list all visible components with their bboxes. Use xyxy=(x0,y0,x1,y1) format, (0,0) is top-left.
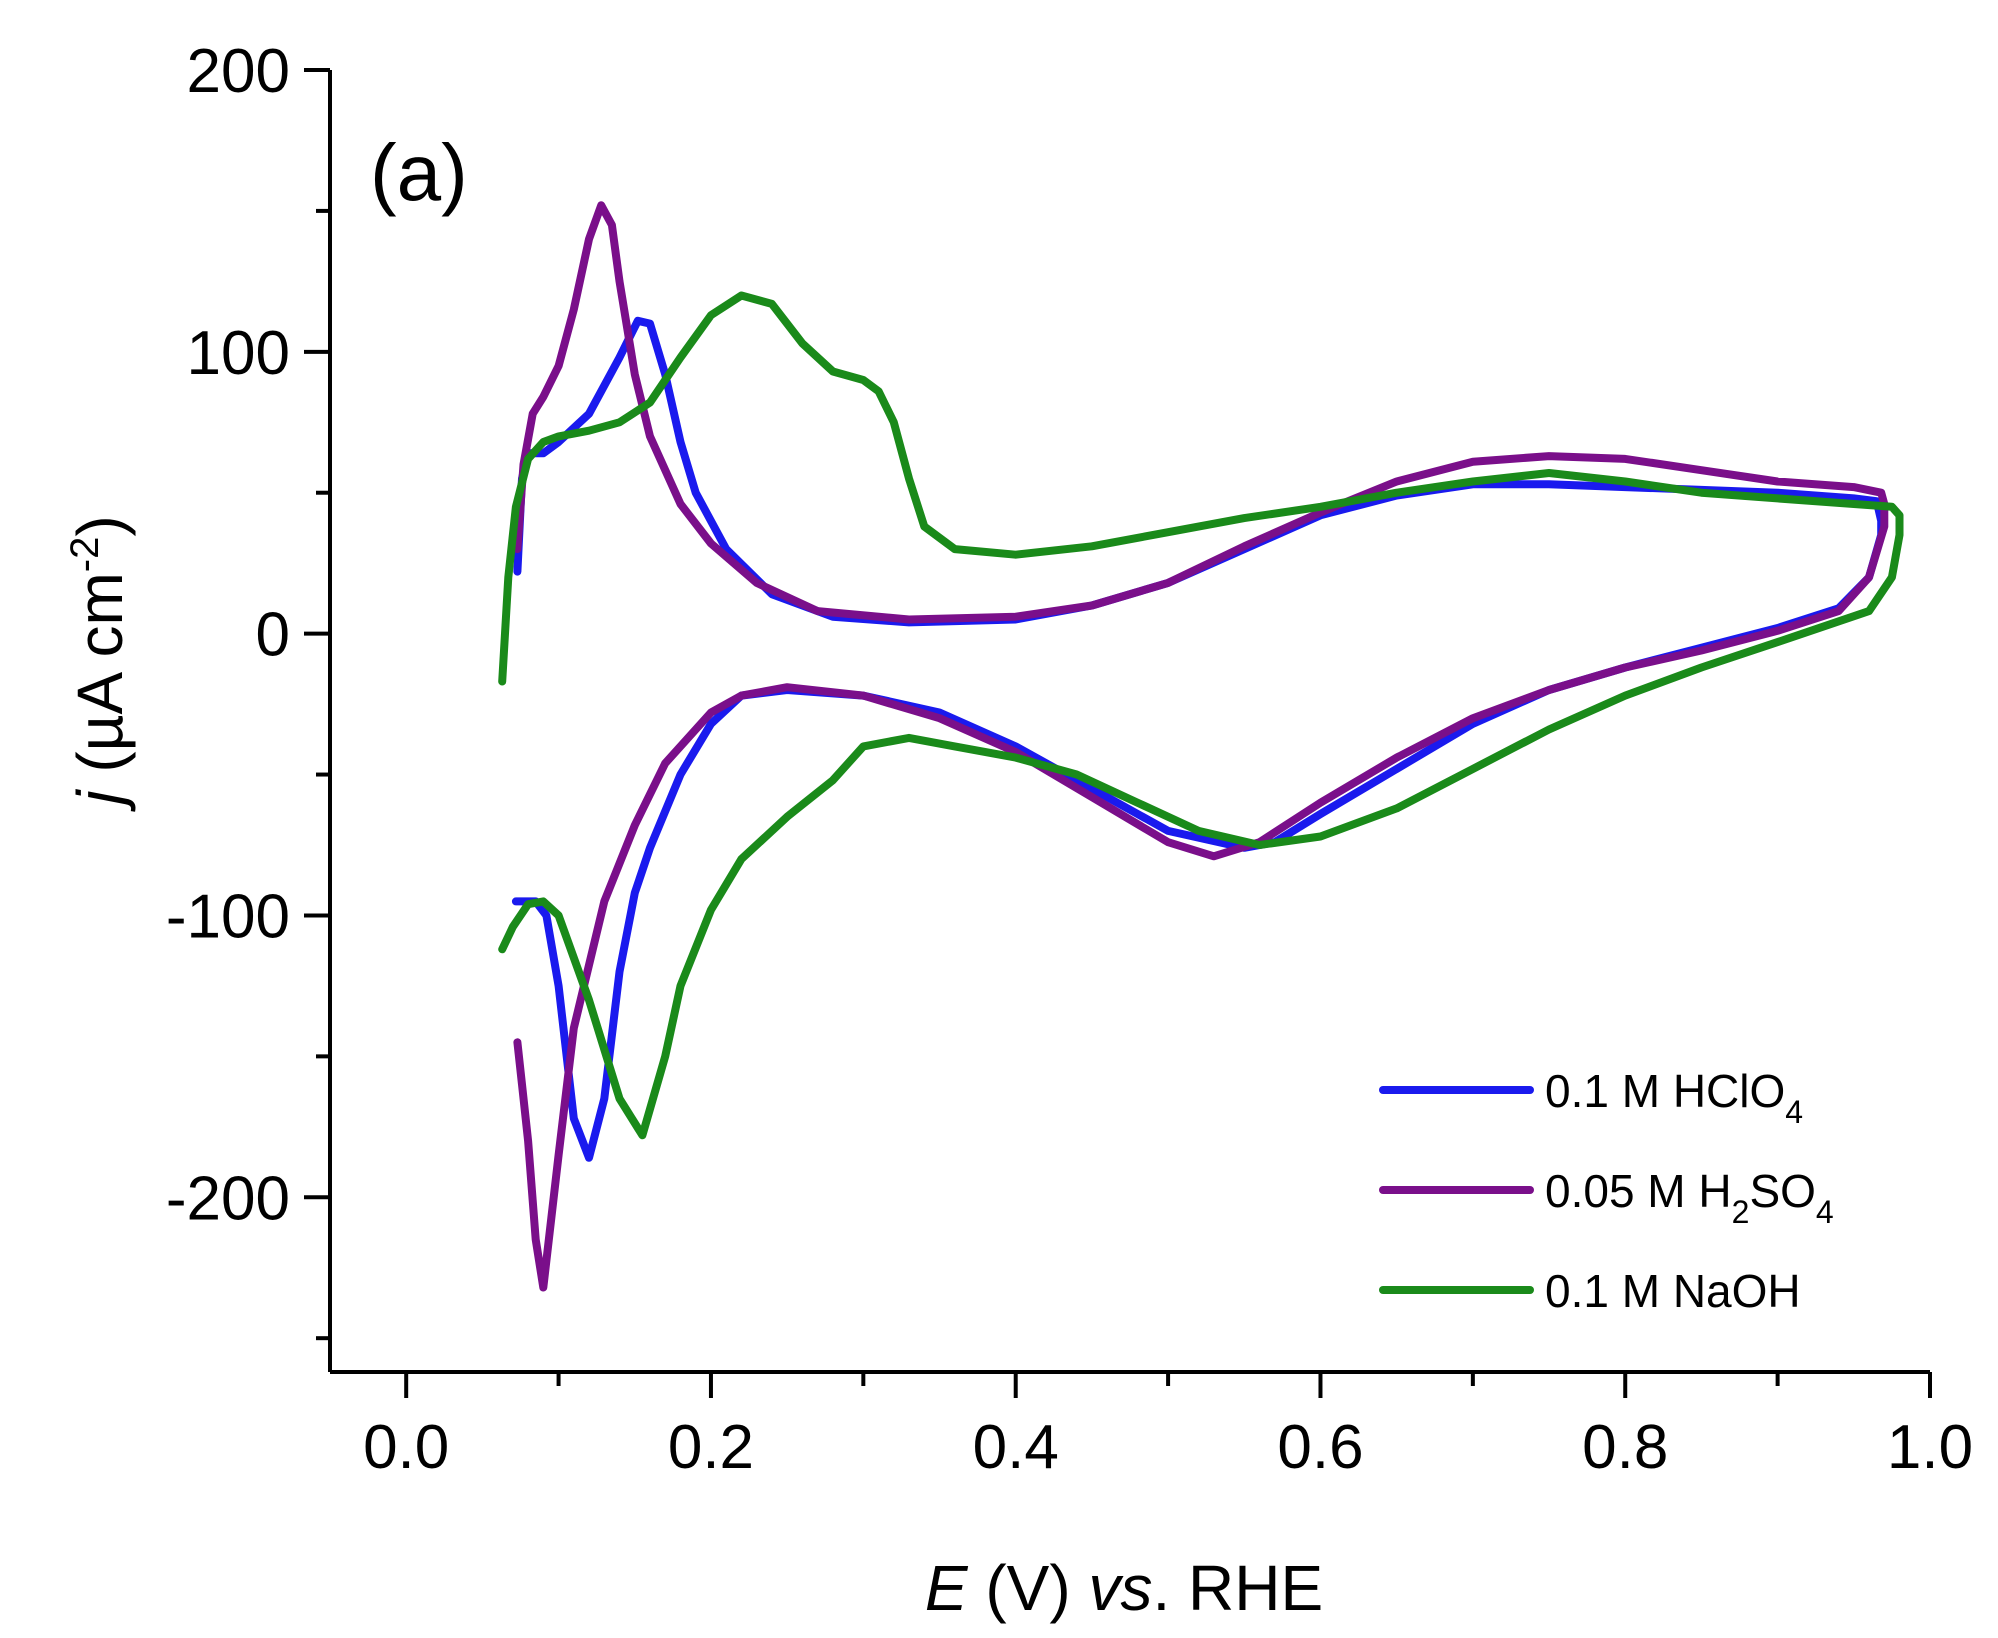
x-axis-title-ref: . RHE xyxy=(1152,1552,1323,1624)
x-tick-label: 0.8 xyxy=(1582,1413,1668,1482)
legend-entry-hclo4: 0.1 M HClO4 xyxy=(1379,1065,1803,1130)
panel-label: (a) xyxy=(370,128,468,217)
x-tick-label: 0.2 xyxy=(668,1413,754,1482)
series-line-1 xyxy=(513,201,1889,1292)
legend-label-h2so4-suffix: SO xyxy=(1749,1165,1815,1217)
y-axis-title: j (µA cm-2) xyxy=(63,515,136,812)
legend: 0.1 M HClO4 0.05 M H2SO4 0.1 M NaOH xyxy=(1379,1065,1834,1317)
series-line-2 xyxy=(498,291,1904,1140)
legend-label-hclo4: 0.1 M HClO4 xyxy=(1545,1065,1803,1130)
x-axis-title-unit: (V) xyxy=(968,1552,1089,1624)
x-axis-title: E (V) vs. RHE xyxy=(925,1552,1323,1624)
y-tick-label: -100 xyxy=(166,882,290,951)
x-axis-title-vs: vs xyxy=(1088,1552,1152,1624)
legend-label-h2so4: 0.05 M H2SO4 xyxy=(1545,1165,1834,1230)
axes xyxy=(328,70,1930,1374)
y-axis-title-symbol: j xyxy=(64,789,136,813)
legend-label-h2so4-sub: 2 xyxy=(1732,1194,1750,1230)
legend-label-naoh-text: 0.1 M NaOH xyxy=(1545,1265,1801,1317)
series-line-0 xyxy=(511,316,1886,1162)
legend-label-h2so4-text: 0.05 M H xyxy=(1545,1165,1732,1217)
legend-label-hclo4-text: 0.1 M HClO xyxy=(1545,1065,1785,1117)
ticks: 0.0 0.2 0.4 0.6 0.8 1.0 -200 -100 0 100 200 xyxy=(166,37,1973,1482)
legend-label-h2so4-sub2: 4 xyxy=(1816,1194,1834,1230)
y-axis-title-close: ) xyxy=(64,515,136,536)
x-tick-label: 1.0 xyxy=(1887,1413,1973,1482)
x-tick-label: 0.4 xyxy=(973,1413,1059,1482)
x-tick-label: 0.6 xyxy=(1277,1413,1363,1482)
y-tick-label: 100 xyxy=(187,319,290,388)
y-tick-label: 0 xyxy=(256,601,290,670)
x-tick-label: 0.0 xyxy=(363,1413,449,1482)
legend-entry-naoh: 0.1 M NaOH xyxy=(1379,1265,1801,1317)
y-tick-label: -200 xyxy=(166,1164,290,1233)
legend-entry-h2so4: 0.05 M H2SO4 xyxy=(1379,1165,1834,1230)
legend-label-naoh: 0.1 M NaOH xyxy=(1545,1265,1801,1317)
y-axis-title-exponent: -2 xyxy=(63,537,107,573)
legend-label-hclo4-sub: 4 xyxy=(1785,1094,1803,1130)
y-tick-label: 200 xyxy=(187,37,290,106)
y-axis-title-unit: (µA cm xyxy=(64,572,136,790)
x-axis-title-symbol: E xyxy=(925,1552,969,1624)
series xyxy=(498,201,1904,1292)
